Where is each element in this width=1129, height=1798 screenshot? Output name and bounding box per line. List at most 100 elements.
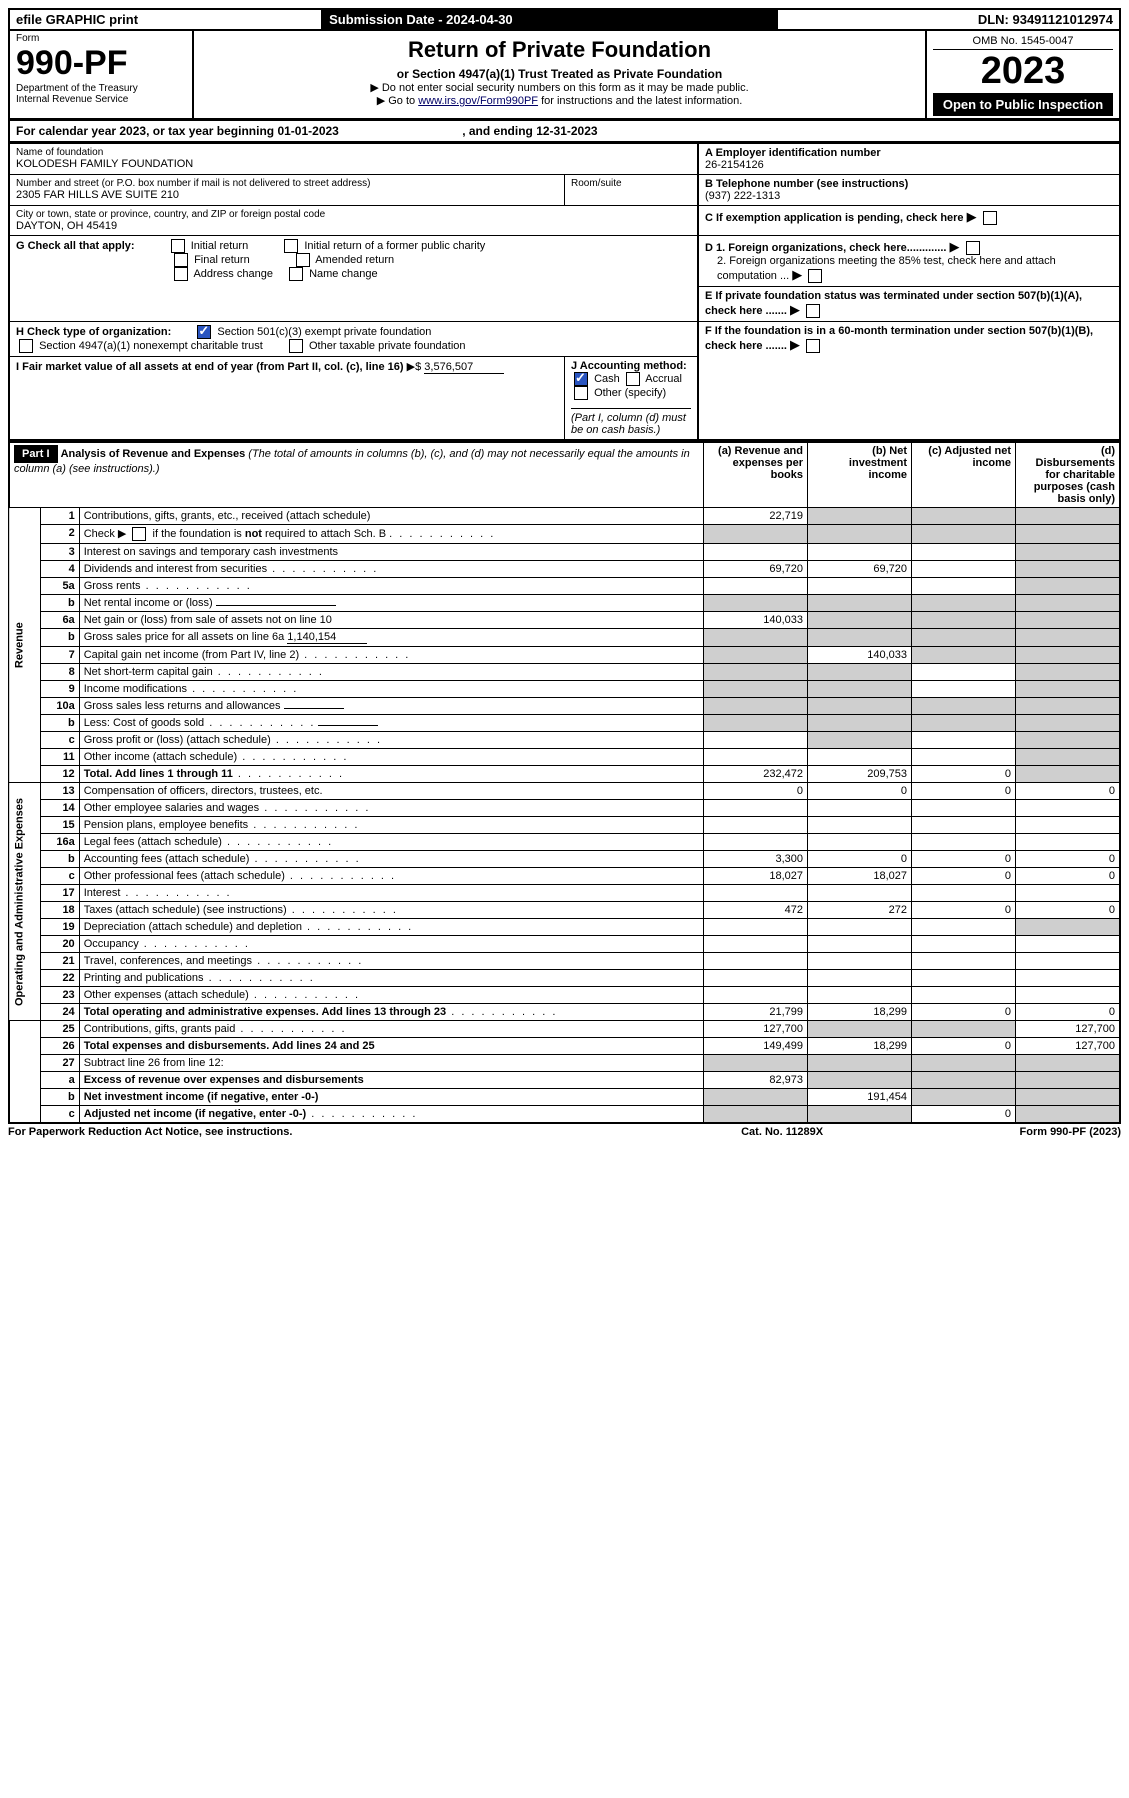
footer-mid: Cat. No. 11289X [685, 1124, 880, 1140]
i-value: 3,576,507 [424, 361, 504, 374]
open-public: Open to Public Inspection [933, 93, 1113, 116]
table-row: 21Travel, conferences, and meetings [9, 953, 1120, 970]
efile-link[interactable]: efile GRAPHIC print [9, 9, 322, 30]
foundation-name: KOLODESH FAMILY FOUNDATION [16, 158, 691, 170]
table-row: 7Capital gain net income (from Part IV, … [9, 647, 1120, 664]
calyear-pre: For calendar year 2023, or tax year begi… [16, 124, 277, 138]
table-row: Revenue 1 Contributions, gifts, grants, … [9, 508, 1120, 525]
i-label: I Fair market value of all assets at end… [16, 361, 404, 373]
expenses-sidelabel: Operating and Administrative Expenses [9, 783, 40, 1021]
table-row: 27Subtract line 26 from line 12: [9, 1055, 1120, 1072]
g-initial-checkbox[interactable] [171, 239, 185, 253]
dln-label: DLN: [978, 12, 1013, 27]
table-row: 24Total operating and administrative exp… [9, 1004, 1120, 1021]
c-label: C If exemption application is pending, c… [705, 212, 964, 224]
table-row: 9Income modifications [9, 681, 1120, 698]
room-label: Room/suite [571, 178, 691, 189]
form-header: Form 990-PF Department of the Treasury I… [8, 31, 1121, 120]
part1-header: Part I Analysis of Revenue and Expenses … [8, 441, 1121, 1124]
g-name: Name change [309, 268, 378, 280]
submission-date: Submission Date - 2024-04-30 [322, 9, 777, 30]
footer: For Paperwork Reduction Act Notice, see … [8, 1124, 1121, 1140]
table-row: bNet rental income or (loss) [9, 595, 1120, 612]
g-initial: Initial return [191, 240, 248, 252]
table-row: 23Other expenses (attach schedule) [9, 987, 1120, 1004]
d1-checkbox[interactable] [966, 241, 980, 255]
form-number: 990-PF [16, 44, 186, 83]
table-row: 8Net short-term capital gain [9, 664, 1120, 681]
table-row: bLess: Cost of goods sold [9, 715, 1120, 732]
city-label: City or town, state or province, country… [16, 209, 691, 220]
part1-label: Part I [14, 445, 58, 463]
g-address-checkbox[interactable] [174, 267, 188, 281]
table-row: 4Dividends and interest from securities6… [9, 561, 1120, 578]
h-501: Section 501(c)(3) exempt private foundat… [217, 326, 431, 338]
g-name-checkbox[interactable] [289, 267, 303, 281]
j-other-checkbox[interactable] [574, 386, 588, 400]
g-amended-checkbox[interactable] [296, 253, 310, 267]
f-label: F If the foundation is in a 60-month ter… [705, 325, 1093, 352]
h-501-checkbox[interactable] [197, 325, 211, 339]
addr-label: Number and street (or P.O. box number if… [16, 178, 558, 189]
table-row: bAccounting fees (attach schedule)3,3000… [9, 851, 1120, 868]
table-row: 6aNet gain or (loss) from sale of assets… [9, 612, 1120, 629]
subdate-label: Submission Date - [329, 12, 446, 27]
table-row: 14Other employee salaries and wages [9, 800, 1120, 817]
ein-value: 26-2154126 [705, 159, 1113, 171]
c-checkbox[interactable] [983, 211, 997, 225]
table-row: 26Total expenses and disbursements. Add … [9, 1038, 1120, 1055]
a-label: A Employer identification number [705, 147, 1113, 159]
j-accrual-checkbox[interactable] [626, 372, 640, 386]
instr-2: ▶ Go to www.irs.gov/Form990PF for instru… [200, 94, 919, 107]
instr2-pre: ▶ Go to [377, 95, 418, 107]
omb-number: OMB No. 1545-0047 [933, 33, 1113, 50]
col-c-header: (c) Adjusted net income [912, 442, 1016, 508]
schb-checkbox[interactable] [132, 527, 146, 541]
city-value: DAYTON, OH 45419 [16, 220, 691, 232]
part1-title: Analysis of Revenue and Expenses [61, 448, 246, 460]
form-label: Form [16, 33, 186, 44]
table-row: 22Printing and publications [9, 970, 1120, 987]
g-final-checkbox[interactable] [174, 253, 188, 267]
h-other-checkbox[interactable] [289, 339, 303, 353]
h-other: Other taxable private foundation [309, 340, 466, 352]
j-accrual: Accrual [645, 373, 682, 385]
j-cash-checkbox[interactable] [574, 372, 588, 386]
g-label: G Check all that apply: [16, 240, 135, 252]
h-4947-checkbox[interactable] [19, 339, 33, 353]
col-b-header: (b) Net investment income [808, 442, 912, 508]
phone-value: (937) 222-1313 [705, 190, 1113, 202]
g-former-checkbox[interactable] [284, 239, 298, 253]
table-row: bNet investment income (if negative, ent… [9, 1089, 1120, 1106]
irs-link[interactable]: www.irs.gov/Form990PF [418, 95, 538, 107]
name-label: Name of foundation [16, 147, 691, 158]
b-label: B Telephone number (see instructions) [705, 178, 1113, 190]
dept-treasury: Department of the Treasury [16, 83, 186, 94]
g-amended: Amended return [315, 254, 394, 266]
dln: DLN: 93491121012974 [777, 9, 1120, 30]
e-label: E If private foundation status was termi… [705, 290, 1082, 317]
j-label: J Accounting method: [571, 360, 687, 372]
topbar: efile GRAPHIC print Submission Date - 20… [8, 8, 1121, 31]
table-row: 12Total. Add lines 1 through 11232,47220… [9, 766, 1120, 783]
calendar-year-row: For calendar year 2023, or tax year begi… [8, 120, 1121, 143]
e-checkbox[interactable] [806, 304, 820, 318]
table-row: 10aGross sales less returns and allowanc… [9, 698, 1120, 715]
table-row: 3Interest on savings and temporary cash … [9, 544, 1120, 561]
tax-year: 2023 [933, 50, 1113, 93]
table-row: 16aLegal fees (attach schedule) [9, 834, 1120, 851]
col-a-header: (a) Revenue and expenses per books [704, 442, 808, 508]
d2-checkbox[interactable] [808, 269, 822, 283]
table-row: aExcess of revenue over expenses and dis… [9, 1072, 1120, 1089]
revenue-sidelabel: Revenue [9, 508, 40, 783]
footer-right: Form 990-PF (2023) [880, 1124, 1121, 1140]
footer-left: For Paperwork Reduction Act Notice, see … [8, 1124, 685, 1140]
g-address: Address change [193, 268, 273, 280]
f-checkbox[interactable] [806, 339, 820, 353]
table-row: bGross sales price for all assets on lin… [9, 629, 1120, 647]
form-title: Return of Private Foundation [200, 37, 919, 63]
table-row: 25Contributions, gifts, grants paid127,7… [9, 1021, 1120, 1038]
calyear-end: 12-31-2023 [536, 124, 597, 138]
table-row: cOther professional fees (attach schedul… [9, 868, 1120, 885]
j-other: Other (specify) [594, 387, 666, 399]
